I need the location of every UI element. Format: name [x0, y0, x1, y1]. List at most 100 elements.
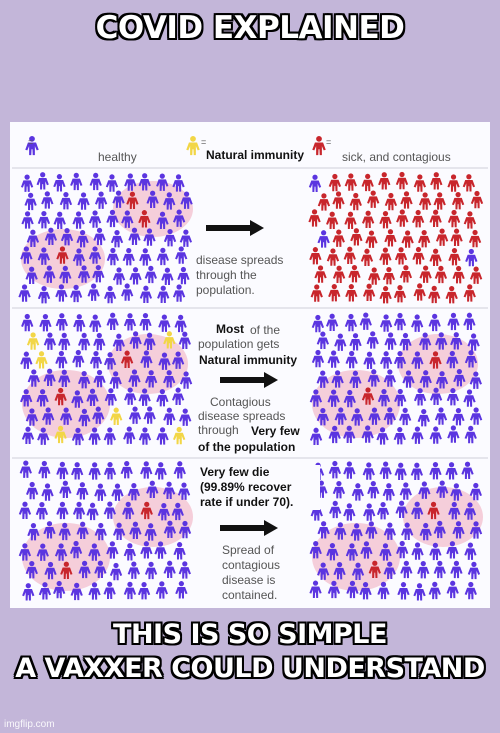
person-icon: [158, 352, 171, 370]
person-icon: [349, 192, 362, 211]
person-icon: [58, 522, 71, 541]
person-icon: [143, 406, 156, 424]
person-icon: [93, 227, 106, 246]
person-icon: [383, 407, 396, 425]
person-icon: [59, 407, 73, 425]
row2-most: Most: [216, 322, 244, 337]
person-icon: [103, 461, 117, 480]
person-icon: [450, 560, 463, 579]
person-icon: [452, 408, 465, 426]
person-icon: [383, 369, 396, 387]
person-icon: [27, 369, 40, 387]
person-icon: [447, 312, 460, 331]
person-icon: [346, 580, 359, 599]
person-icon: [317, 230, 330, 248]
person-icon: [326, 313, 339, 331]
person-icon: [399, 407, 412, 426]
person-icon: [344, 313, 358, 332]
person-icon: [376, 501, 390, 520]
person-icon: [144, 265, 157, 284]
person-icon: [92, 264, 105, 283]
person-icon: [112, 522, 126, 541]
crowd-illustration: [12, 136, 488, 601]
person-icon: [78, 408, 91, 427]
person-icon: [103, 501, 116, 519]
person-icon: [112, 333, 125, 352]
person-icon: [429, 387, 443, 405]
person-icon: [379, 210, 392, 229]
person-icon: [128, 406, 142, 424]
person-icon: [156, 427, 169, 445]
person-icon: [429, 542, 442, 561]
person-icon: [112, 190, 125, 208]
person-icon: [36, 389, 49, 407]
person-icon: [433, 192, 446, 210]
person-icon: [18, 543, 32, 561]
person-icon: [365, 521, 378, 539]
person-icon: [434, 407, 448, 425]
person-icon: [139, 285, 153, 303]
person-icon: [316, 331, 330, 349]
person-icon: [309, 540, 322, 559]
person-icon: [175, 246, 188, 264]
person-icon: [316, 370, 329, 388]
person-icon: [140, 350, 153, 368]
person-icon: [446, 541, 459, 559]
row2-of-the: of the: [250, 323, 281, 337]
person-icon: [429, 248, 442, 267]
person-icon: [145, 370, 158, 388]
person-icon: [37, 427, 50, 445]
person-icon: [124, 387, 137, 405]
person-icon: [106, 209, 119, 228]
infection-zone: [22, 523, 110, 591]
person-icon: [413, 283, 426, 301]
person-icon: [173, 542, 186, 560]
bottom-caption: THIS IS SO SIMPLE A VAXXER COULD UNDERST…: [0, 618, 500, 686]
person-icon: [334, 333, 347, 351]
person-icon: [343, 461, 356, 479]
person-icon: [332, 229, 345, 247]
person-icon: [71, 427, 85, 446]
person-icon: [180, 191, 193, 209]
person-icon: [73, 314, 86, 332]
person-icon: [399, 332, 412, 351]
person-icon: [20, 174, 34, 192]
person-icon: [333, 562, 346, 580]
person-icon: [396, 540, 409, 559]
person-icon: [137, 582, 151, 600]
person-icon: [171, 387, 185, 405]
person-icon: [468, 229, 482, 248]
person-icon: [378, 172, 391, 190]
person-icon: [345, 284, 358, 302]
person-icon: [394, 388, 407, 407]
person-icon: [379, 314, 393, 332]
person-icon: [177, 266, 190, 285]
person-icon: [463, 312, 476, 331]
person-icon: [139, 248, 152, 266]
person-icon: [171, 502, 184, 521]
person-icon: [450, 228, 463, 246]
person-icon: [19, 460, 32, 478]
person-icon: [106, 247, 120, 266]
person-icon: [140, 541, 153, 559]
person-icon: [418, 230, 431, 248]
person-icon: [39, 314, 52, 332]
person-icon: [428, 285, 441, 304]
person-icon: [163, 520, 177, 538]
person-icon: [463, 284, 476, 302]
person-icon: [361, 173, 374, 192]
person-icon: [71, 462, 84, 480]
person-icon: [36, 543, 49, 561]
row2-through: through: [198, 423, 239, 437]
person-icon: [86, 502, 99, 521]
person-icon: [445, 285, 458, 304]
person-icon: [367, 369, 380, 387]
person-icon: [109, 371, 122, 389]
person-icon: [413, 583, 426, 601]
legend-healthy-label: healthy: [98, 150, 137, 164]
person-icon: [20, 389, 33, 407]
person-icon: [345, 543, 359, 561]
person-icon: [69, 284, 83, 303]
person-icon: [411, 501, 424, 520]
person-icon: [72, 501, 86, 520]
